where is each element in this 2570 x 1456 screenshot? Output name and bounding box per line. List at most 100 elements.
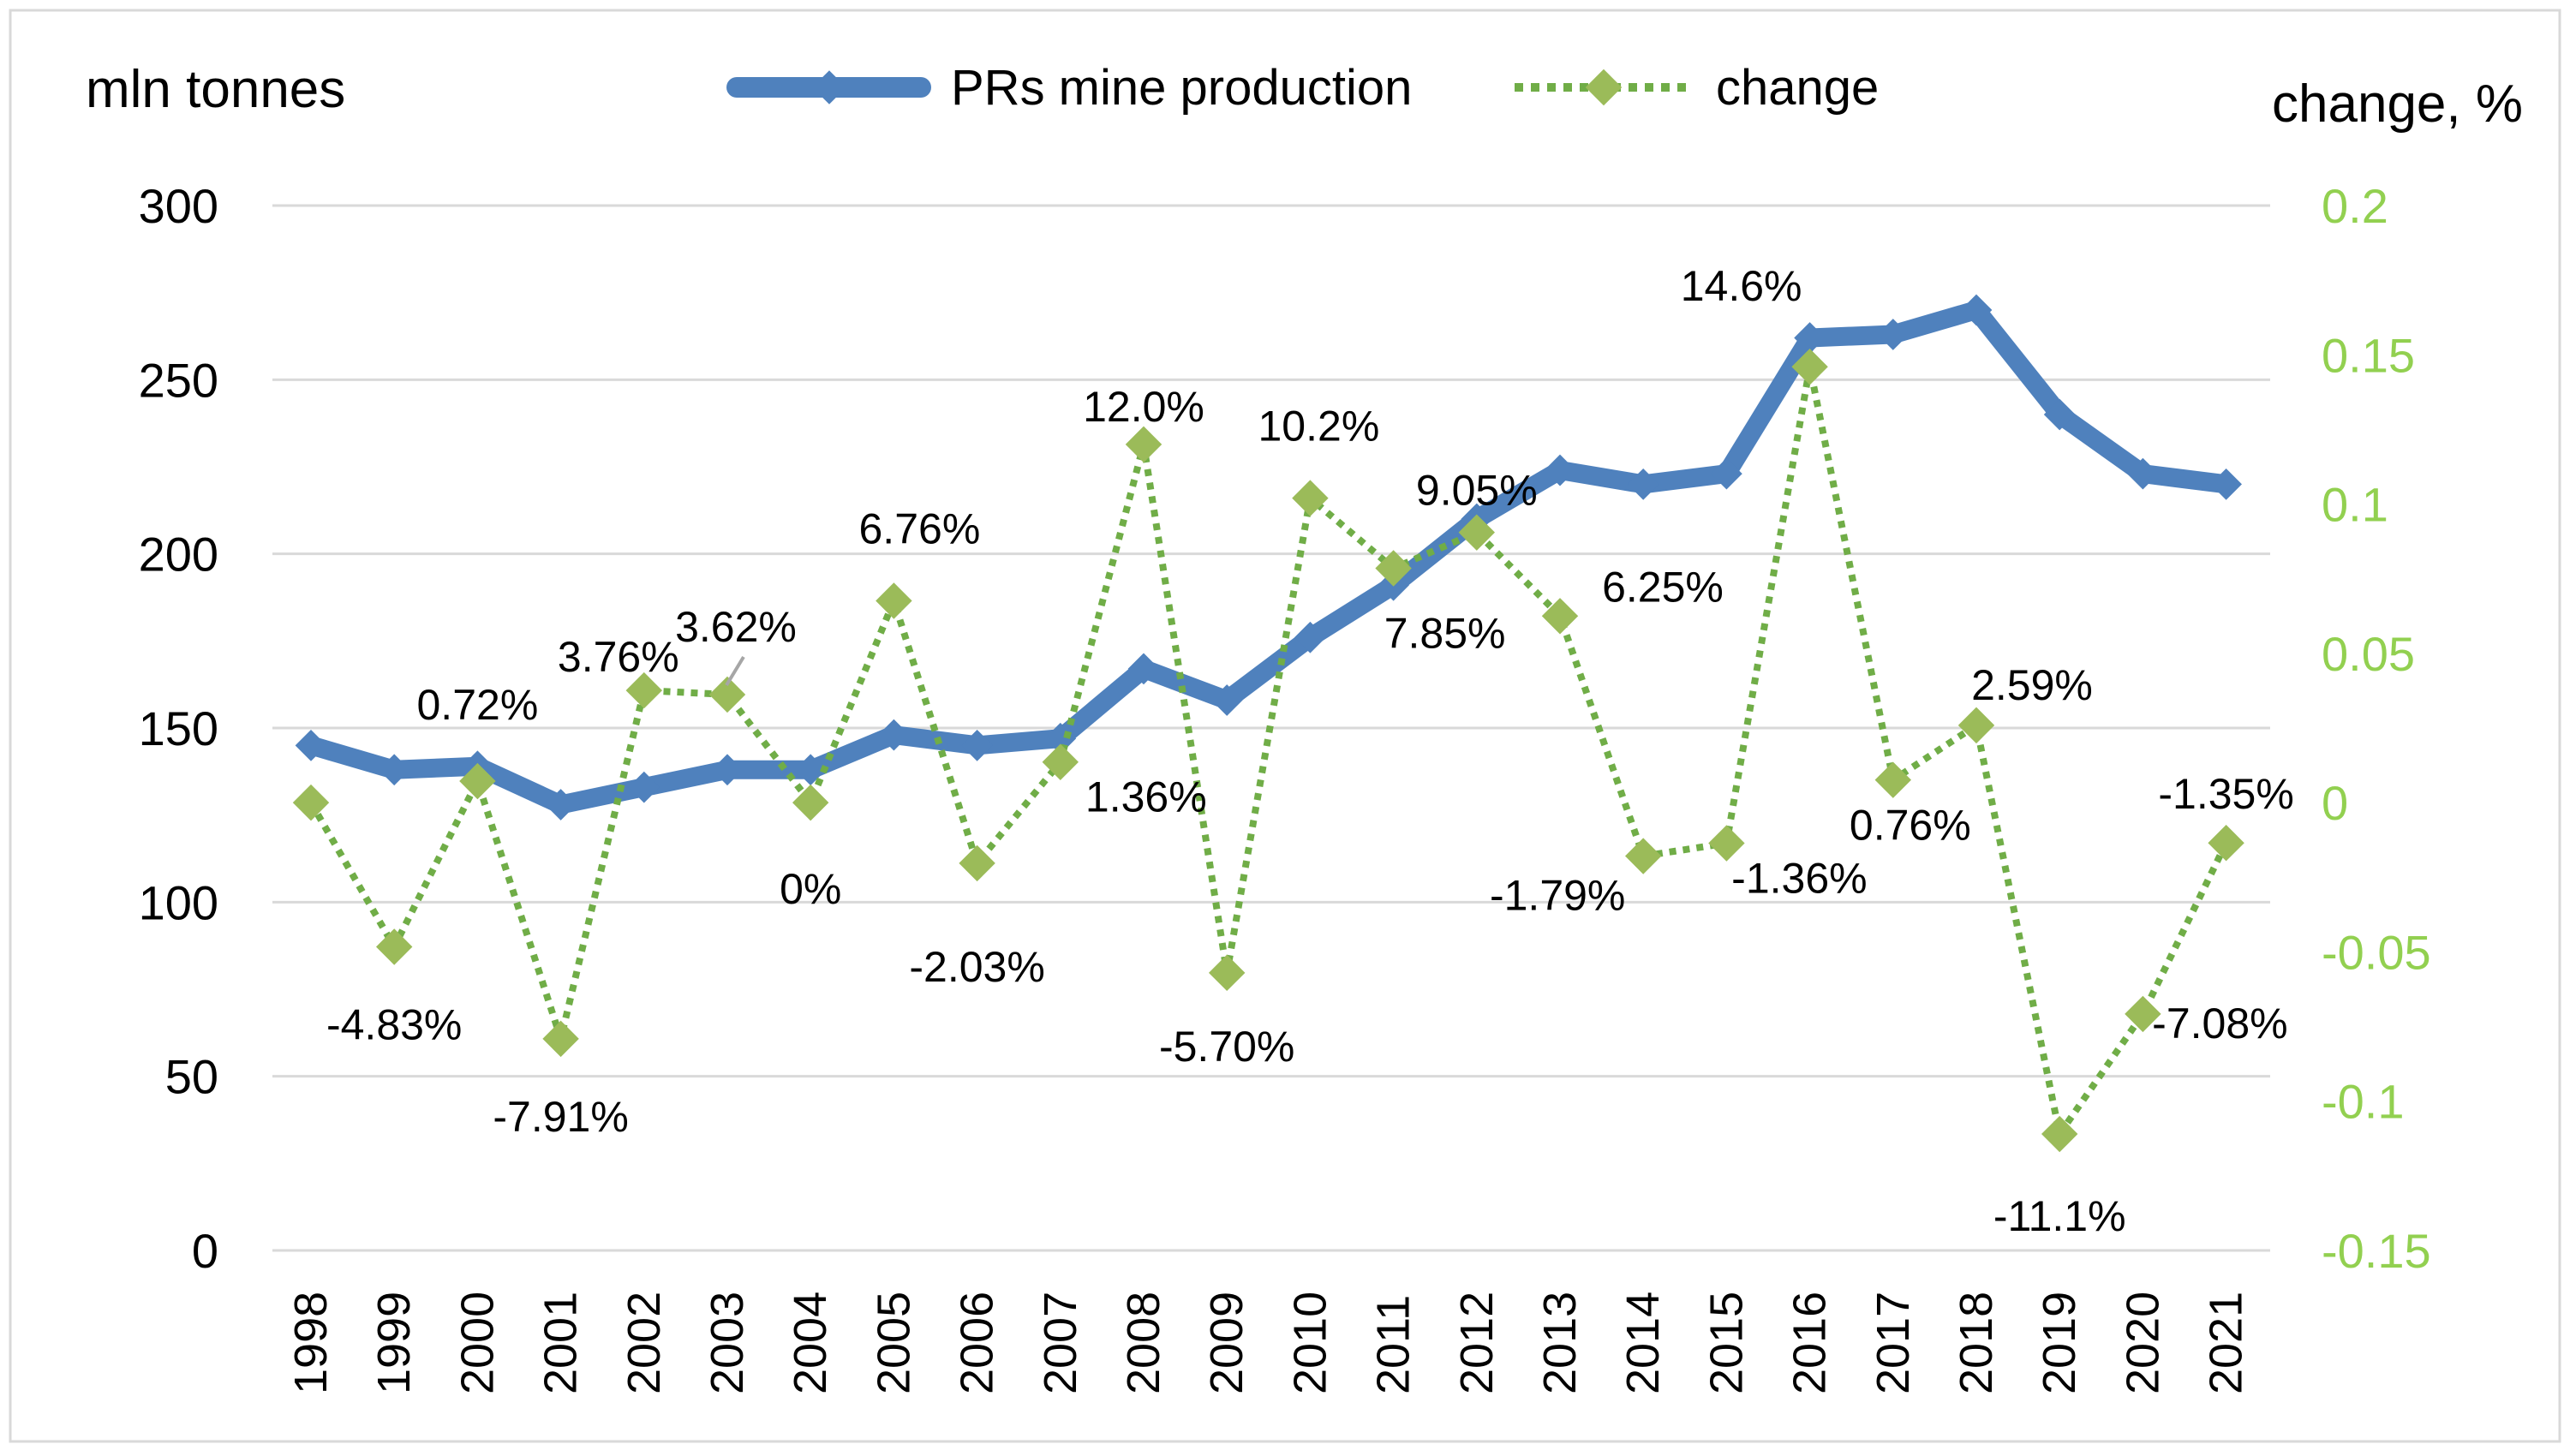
x-tick-label: 2015 [1700, 1292, 1752, 1394]
x-tick-label: 1999 [368, 1292, 420, 1394]
x-tick-label: 2007 [1035, 1292, 1086, 1394]
right-axis-ticks: -0.15 -0.1 -0.05 0 0.05 0.1 0.15 0.2 [2322, 179, 2431, 1278]
production-point [711, 754, 744, 786]
legend-change-marker [1585, 69, 1623, 106]
right-tick-label: -0.05 [2322, 925, 2431, 979]
change-data-label: 9.05% [1416, 467, 1538, 515]
change-data-label: 6.76% [859, 505, 981, 553]
production-point [545, 789, 577, 820]
right-axis-title: change, % [2272, 75, 2523, 134]
x-tick-label: 2012 [1451, 1292, 1503, 1394]
x-tick-label: 2010 [1284, 1292, 1336, 1394]
production-point [1711, 457, 1742, 490]
change-data-label: 10.2% [1258, 403, 1380, 451]
right-tick-label: 0.2 [2322, 179, 2388, 233]
right-tick-label: 0.15 [2322, 328, 2415, 382]
production-point [1794, 322, 1826, 354]
change-data-labels: -4.83% 0.72% -7.91% 3.76%3.62% 0% 6.76% -2.03%… [326, 262, 2294, 1240]
left-tick-label: 250 [139, 353, 218, 407]
change-point [1125, 426, 1162, 463]
change-data-label: 0% [780, 865, 841, 913]
production-point [878, 719, 910, 751]
production-point [1294, 621, 1326, 653]
change-point [1042, 743, 1079, 780]
change-point [959, 844, 995, 882]
change-data-label: 6.25% [1602, 563, 1724, 611]
production-point [2210, 468, 2242, 500]
production-point [295, 729, 327, 761]
production-point [1627, 468, 1659, 500]
right-tick-label: 0 [2322, 776, 2348, 830]
production-point [794, 754, 827, 786]
x-tick-label: 2016 [1784, 1292, 1836, 1394]
production-point [1210, 684, 1243, 716]
x-tick-label: 2017 [1868, 1292, 1919, 1394]
production-line [302, 301, 2236, 815]
x-tick-label: 2005 [868, 1292, 919, 1394]
change-data-label: -7.08% [2152, 1000, 2287, 1047]
change-data-label: 2.59% [1971, 661, 2093, 709]
left-tick-label: 300 [139, 179, 218, 233]
change-data-label: -1.35% [2158, 770, 2293, 818]
change-point [2041, 1115, 2078, 1153]
change-data-label: 0.76% [1850, 802, 1971, 850]
x-tick-label: 2009 [1201, 1292, 1252, 1394]
x-tick-label: 2019 [2034, 1292, 2085, 1394]
change-point [1208, 954, 1246, 992]
x-tick-label: 2021 [2201, 1292, 2252, 1394]
legend-production-label: PRs mine production [951, 60, 1412, 116]
x-tick-label: 2018 [1951, 1292, 2002, 1394]
left-axis-ticks: 0 50 100 150 200 250 300 [139, 179, 218, 1278]
change-data-label: 7.85% [1384, 610, 1506, 658]
x-tick-label: 2008 [1118, 1292, 1169, 1394]
x-tick-label: 2004 [785, 1292, 836, 1394]
x-tick-label: 2013 [1534, 1292, 1586, 1394]
change-data-label: 14.6% [1681, 262, 1802, 310]
gridlines [272, 204, 2270, 1252]
x-tick-label: 2003 [702, 1292, 753, 1394]
change-data-label: -1.36% [1731, 855, 1867, 903]
production-point [1960, 294, 1993, 326]
change-data-label: 12.0% [1083, 383, 1204, 431]
change-data-label: -2.03% [909, 943, 1044, 991]
label-leader-2003 [725, 655, 745, 687]
production-point [1044, 722, 1077, 755]
x-tick-label: 1998 [285, 1292, 337, 1394]
legend-change-label: change [1716, 60, 1879, 116]
change-data-label: 1.36% [1085, 773, 1207, 821]
x-tick-label: 2020 [2117, 1292, 2168, 1394]
left-tick-label: 0 [192, 1224, 218, 1278]
change-point [1708, 825, 1745, 862]
x-tick-label: 2001 [535, 1292, 587, 1394]
right-tick-label: 0.1 [2322, 478, 2388, 532]
x-tick-label: 2000 [451, 1292, 503, 1394]
change-point [1541, 598, 1579, 635]
chart-border [9, 9, 2561, 1443]
change-point [876, 582, 912, 619]
left-tick-label: 150 [139, 701, 218, 755]
change-data-label: -11.1% [1993, 1192, 2126, 1240]
left-axis-title: mln tonnes [86, 60, 345, 119]
right-tick-label: -0.1 [2322, 1075, 2405, 1129]
x-tick-label: 2002 [619, 1292, 670, 1394]
change-point [1292, 480, 1329, 516]
change-point [2125, 995, 2161, 1033]
change-point [375, 928, 413, 965]
production-point [378, 754, 410, 786]
change-data-label: -4.83% [326, 1001, 462, 1049]
x-tick-label: 2006 [952, 1292, 1003, 1394]
change-data-label: 3.76% [558, 633, 679, 681]
production-point [1877, 319, 1910, 350]
change-point [1624, 838, 1662, 874]
change-data-label: 3.62% [675, 603, 797, 651]
x-tick-label: 2011 [1368, 1295, 1419, 1394]
change-point [1458, 514, 1496, 551]
change-data-label: -5.70% [1159, 1023, 1294, 1071]
production-point [2043, 398, 2076, 431]
left-tick-label: 100 [139, 875, 218, 929]
production-point [2127, 457, 2159, 490]
change-data-label: 0.72% [417, 681, 539, 729]
left-tick-label: 50 [165, 1050, 218, 1104]
